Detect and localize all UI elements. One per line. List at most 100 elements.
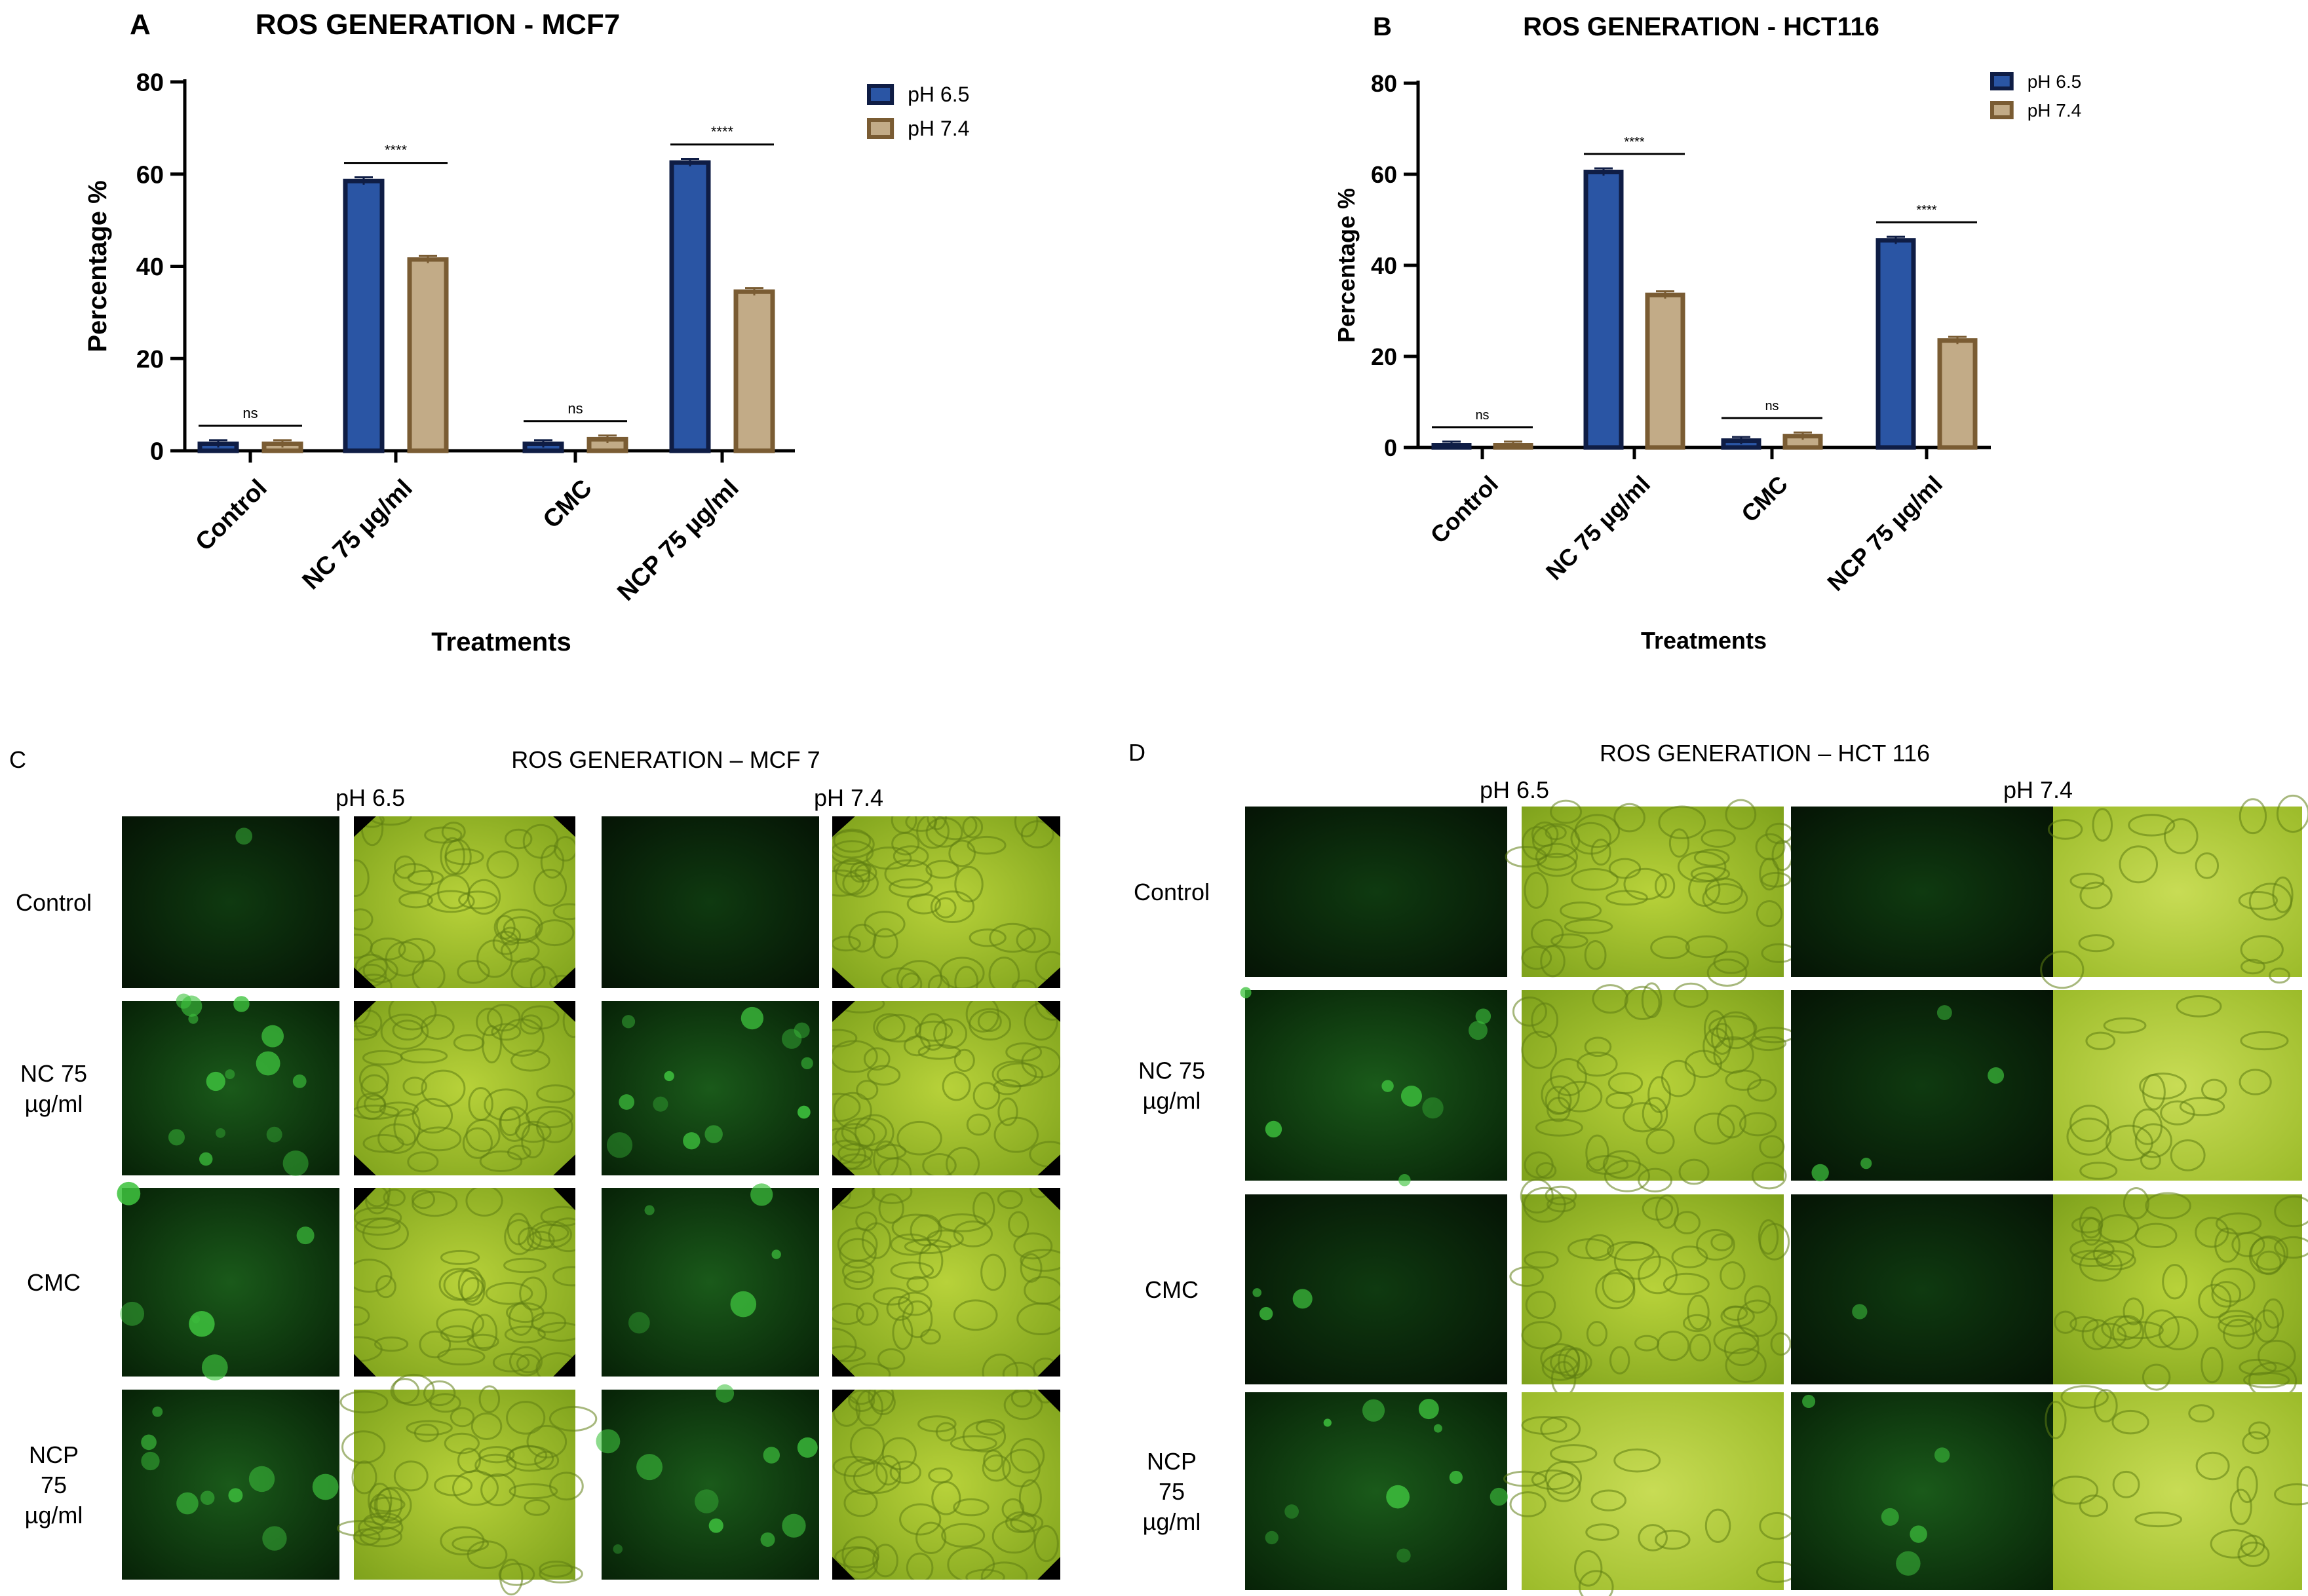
fluorescent-spot	[1490, 1487, 1508, 1506]
cell-outline	[832, 1188, 851, 1205]
cell-outline	[1521, 1416, 1568, 1435]
cell-outline	[2218, 1314, 2262, 1337]
cell-outline	[440, 1249, 480, 1265]
cell-outline	[902, 1300, 933, 1339]
cell-outline	[354, 908, 374, 931]
cell-outline	[1704, 877, 1743, 905]
cell-outline	[2079, 1494, 2109, 1517]
fluorescent-spot	[261, 1025, 284, 1048]
image-background	[1522, 1392, 1784, 1590]
cell-outline	[412, 959, 446, 988]
cell-outline	[355, 1217, 401, 1236]
cell-outline	[2069, 873, 2105, 890]
fluorescent-spot	[771, 1249, 781, 1259]
image-background	[1791, 1392, 2053, 1590]
fluorescence-image	[596, 1384, 819, 1580]
cell-outline	[452, 1536, 490, 1552]
cell-outline	[1521, 1321, 1562, 1350]
cell-outline	[906, 893, 942, 915]
brightfield-image	[1505, 799, 1797, 987]
cell-outline	[1613, 803, 1645, 833]
cell-outline	[1671, 1245, 1708, 1268]
cell-outline	[1503, 1470, 1547, 1487]
cell-outline	[839, 1238, 877, 1269]
cell-outline	[877, 1348, 906, 1370]
cell-outline	[965, 1568, 1005, 1580]
cell-outline	[1020, 1253, 1043, 1283]
cell-outline	[2248, 883, 2292, 921]
cell-outline	[479, 1150, 523, 1172]
cell-outline	[1713, 1036, 1754, 1074]
cell-outline	[833, 1092, 872, 1130]
fluorescent-spot	[312, 1473, 339, 1500]
cell-outline	[2079, 1162, 2118, 1180]
fluorescent-spot	[1284, 1504, 1299, 1519]
fluorescent-spot	[695, 1489, 719, 1513]
fluorescent-spot	[1896, 1551, 1921, 1576]
fluorescence-image	[602, 1183, 819, 1377]
cell-outline	[2117, 1321, 2164, 1339]
cell-outline	[1638, 1255, 1678, 1295]
cell-outline	[993, 1078, 1022, 1095]
cell-outline	[2242, 1371, 2290, 1388]
cell-outline	[890, 1261, 934, 1280]
cell-outline	[1016, 927, 1051, 953]
cell-outline	[1716, 1011, 1756, 1050]
cell-outline	[916, 816, 950, 849]
column-label: pH 6.5	[1480, 776, 1549, 803]
cell-outline	[1706, 959, 1748, 987]
cell-outline	[893, 845, 929, 867]
fluorescent-spot	[1259, 1306, 1273, 1321]
cell-outline	[2054, 1310, 2077, 1334]
cell-outline	[855, 1302, 879, 1326]
cell-outline	[548, 1405, 598, 1432]
image-background	[1245, 1194, 1507, 1384]
cell-outline	[900, 972, 923, 988]
cell-outline	[940, 957, 985, 988]
fluorescent-spot	[120, 1301, 145, 1326]
brightfield-image	[354, 1001, 575, 1175]
fluorescent-spot	[152, 1406, 163, 1417]
cell-outline	[953, 1498, 990, 1517]
legend-swatch	[867, 84, 894, 105]
cell-outline	[2176, 995, 2222, 1017]
panel-title: ROS GENERATION – MCF 7	[511, 746, 820, 773]
cell-outline	[1710, 1023, 1734, 1055]
cell-outline	[1725, 799, 1757, 830]
cell-outline	[393, 855, 416, 879]
fluorescent-spot	[1418, 1399, 1439, 1420]
fluorescent-spot	[781, 1029, 802, 1049]
cell-outline	[873, 1140, 899, 1175]
cell-outline	[500, 938, 540, 963]
brightfield-image	[1512, 982, 1796, 1192]
cell-outline	[1682, 1314, 1712, 1333]
fluorescent-spot	[282, 1150, 309, 1177]
cell-outline	[847, 1390, 875, 1413]
cell-outline	[2106, 1124, 2153, 1162]
cell-outline	[1624, 985, 1661, 1020]
cell-outline	[953, 1048, 975, 1073]
cell-outline	[360, 1074, 389, 1101]
image-background	[2053, 990, 2302, 1181]
cell-outline	[503, 1257, 547, 1274]
fluorescent-spot	[296, 1226, 315, 1245]
cell-outline	[1592, 984, 1628, 1014]
cell-outline	[539, 1561, 573, 1578]
fluorescent-spot	[292, 1074, 307, 1088]
cell-outline	[524, 1499, 550, 1516]
fluorescent-spot	[1386, 1485, 1410, 1509]
cell-outline	[2079, 1206, 2104, 1239]
cell-outline	[1550, 1348, 1592, 1377]
cell-outline	[534, 1451, 560, 1470]
y-tick-label: 40	[1371, 252, 1397, 279]
cell-outline	[878, 1193, 904, 1224]
cell-outline	[867, 1065, 901, 1086]
cell-outline	[2170, 1139, 2206, 1171]
brightfield-image	[832, 1188, 1060, 1377]
cell-outline	[832, 1188, 875, 1209]
cell-outline	[832, 936, 861, 952]
cell-outline	[842, 869, 879, 898]
significance-label: ****	[385, 142, 408, 159]
image-background	[122, 1390, 339, 1580]
